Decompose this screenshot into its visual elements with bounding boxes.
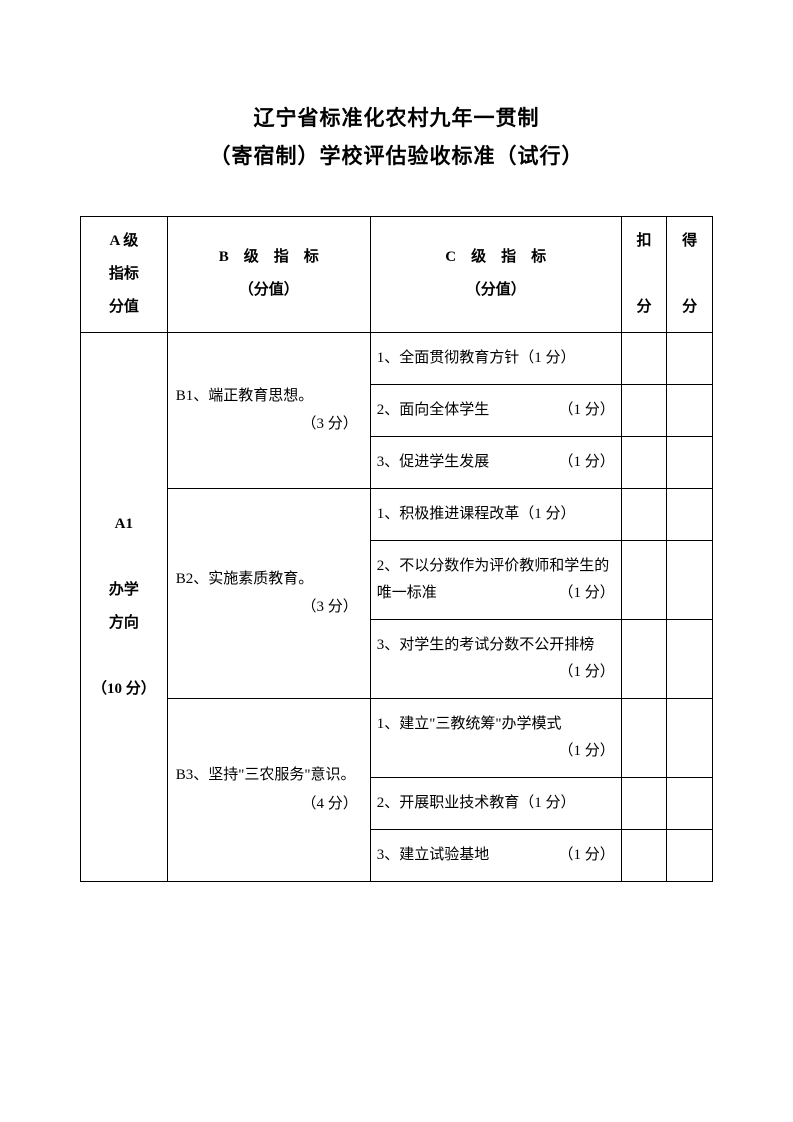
c23-score: （1 分） bbox=[558, 659, 614, 686]
score-cell bbox=[667, 698, 713, 777]
deduct-cell bbox=[621, 332, 667, 384]
a1-name-1: 办学 bbox=[109, 582, 139, 598]
c11-text: 1、全面贯彻教育方针（1 分） bbox=[377, 350, 576, 366]
deduct-cell bbox=[621, 540, 667, 619]
table-row: B2、实施素质教育。 （3 分） 1、积极推进课程改革（1 分） bbox=[81, 488, 713, 540]
a1-name-2: 方向 bbox=[109, 615, 139, 631]
table-header-row: A 级指标分值 B 级 指 标（分值） C 级 指 标（分值） 扣分 得分 bbox=[81, 216, 713, 332]
deduct-cell bbox=[621, 436, 667, 488]
deduct-cell bbox=[621, 384, 667, 436]
deduct-cell bbox=[621, 829, 667, 881]
a1-score: （10 分） bbox=[92, 681, 156, 697]
b3-text: B3、坚持"三农服务"意识。 bbox=[176, 767, 356, 783]
c33-score: （1 分） bbox=[558, 842, 614, 869]
table-row: A1 办学 方向 （10 分） B1、端正教育思想。 （3 分） 1、全面贯彻教… bbox=[81, 332, 713, 384]
c12-cell: 2、面向全体学生 （1 分） bbox=[370, 384, 621, 436]
table-row: B3、坚持"三农服务"意识。 （4 分） 1、建立"三教统筹"办学模式 （1 分… bbox=[81, 698, 713, 777]
c31-score: （1 分） bbox=[558, 738, 614, 765]
c11-cell: 1、全面贯彻教育方针（1 分） bbox=[370, 332, 621, 384]
c13-score: （1 分） bbox=[558, 449, 614, 476]
score-cell bbox=[667, 384, 713, 436]
score-cell bbox=[667, 777, 713, 829]
a1-code: A1 bbox=[115, 516, 133, 532]
c23-text: 3、对学生的考试分数不公开排榜 bbox=[377, 637, 595, 653]
deduct-cell bbox=[621, 777, 667, 829]
score-cell bbox=[667, 332, 713, 384]
b2-cell: B2、实施素质教育。 （3 分） bbox=[167, 488, 370, 698]
b2-text: B2、实施素质教育。 bbox=[176, 571, 314, 587]
title-line-1: 辽宁省标准化农村九年一贯制 bbox=[80, 100, 713, 138]
score-cell bbox=[667, 619, 713, 698]
a1-cell: A1 办学 方向 （10 分） bbox=[81, 332, 168, 881]
header-a: A 级指标分值 bbox=[81, 216, 168, 332]
b2-score: （3 分） bbox=[176, 593, 362, 622]
c32-cell: 2、开展职业技术教育（1 分） bbox=[370, 777, 621, 829]
score-cell bbox=[667, 488, 713, 540]
score-cell bbox=[667, 829, 713, 881]
b1-text: B1、端正教育思想。 bbox=[176, 388, 314, 404]
header-b: B 级 指 标（分值） bbox=[167, 216, 370, 332]
c23-cell: 3、对学生的考试分数不公开排榜 （1 分） bbox=[370, 619, 621, 698]
deduct-cell bbox=[621, 488, 667, 540]
header-score: 得分 bbox=[667, 216, 713, 332]
title-line-2: （寄宿制）学校评估验收标准（试行） bbox=[80, 138, 713, 176]
evaluation-table: A 级指标分值 B 级 指 标（分值） C 级 指 标（分值） 扣分 得分 A1… bbox=[80, 216, 713, 882]
header-c: C 级 指 标（分值） bbox=[370, 216, 621, 332]
c22-score: （1 分） bbox=[558, 580, 614, 607]
b3-cell: B3、坚持"三农服务"意识。 （4 分） bbox=[167, 698, 370, 881]
c22-cell: 2、不以分数作为评价教师和学生的唯一标准 （1 分） bbox=[370, 540, 621, 619]
b1-score: （3 分） bbox=[176, 410, 362, 439]
score-cell bbox=[667, 436, 713, 488]
c31-cell: 1、建立"三教统筹"办学模式 （1 分） bbox=[370, 698, 621, 777]
c21-text: 1、积极推进课程改革（1 分） bbox=[377, 506, 576, 522]
c12-text: 2、面向全体学生 bbox=[377, 397, 553, 424]
score-cell bbox=[667, 540, 713, 619]
b3-score: （4 分） bbox=[176, 790, 362, 819]
c31-text: 1、建立"三教统筹"办学模式 bbox=[377, 716, 562, 732]
deduct-cell bbox=[621, 619, 667, 698]
document-title: 辽宁省标准化农村九年一贯制 （寄宿制）学校评估验收标准（试行） bbox=[80, 100, 713, 176]
b1-cell: B1、端正教育思想。 （3 分） bbox=[167, 332, 370, 488]
c13-text: 3、促进学生发展 bbox=[377, 449, 553, 476]
c12-score: （1 分） bbox=[558, 397, 614, 424]
header-deduct: 扣分 bbox=[621, 216, 667, 332]
c13-cell: 3、促进学生发展 （1 分） bbox=[370, 436, 621, 488]
deduct-cell bbox=[621, 698, 667, 777]
c32-text: 2、开展职业技术教育（1 分） bbox=[377, 795, 576, 811]
c21-cell: 1、积极推进课程改革（1 分） bbox=[370, 488, 621, 540]
c33-text: 3、建立试验基地 bbox=[377, 842, 553, 869]
c33-cell: 3、建立试验基地 （1 分） bbox=[370, 829, 621, 881]
